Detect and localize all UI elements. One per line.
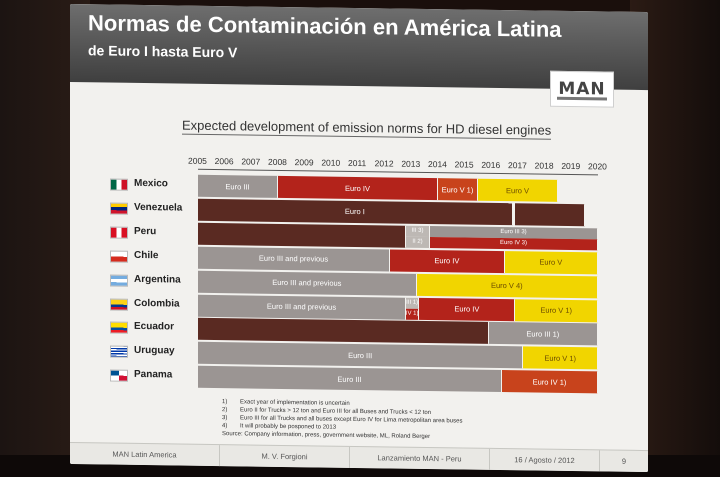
norm-segment: Euro III and previous <box>198 246 390 272</box>
year-tick-label: 2005 <box>188 155 207 166</box>
year-tick-label: 2010 <box>321 157 341 168</box>
country-label: Chile <box>134 249 159 261</box>
chile-flag <box>110 250 128 263</box>
mexico-flag <box>110 178 128 191</box>
norm-segment: III 3) <box>406 225 430 237</box>
timeline-bar-area: Euro III 1) <box>198 318 598 346</box>
country-label: Peru <box>134 225 157 238</box>
norm-segment: Euro IV <box>419 297 516 321</box>
timeline-bar-area: Euro III and previous Euro V 4) <box>198 270 598 298</box>
footer-page: 9 <box>621 456 627 466</box>
norm-segment: Euro IV <box>390 249 505 273</box>
year-tick-label: 2012 <box>374 158 394 169</box>
footer-author: M. V. Forgioni <box>220 444 350 469</box>
footnote-number: 2) <box>222 407 228 414</box>
ecuador-flag <box>110 321 128 335</box>
timeline-bar-area: III 3) II 2) Euro III 3) Euro IV 3) <box>198 222 598 251</box>
slide-subtitle: de Euro I hasta Euro V <box>88 42 238 61</box>
slide-title: Normas de Contaminación en América Latin… <box>88 10 562 42</box>
year-axis: 2005 2006 2007 2008 2009 2010 2011 2012 2013 2014… <box>70 154 648 176</box>
man-logo: MAN <box>550 70 614 108</box>
footer-company: MAN Latin America <box>70 442 220 467</box>
norm-segment: Euro III and previous <box>198 294 406 320</box>
year-tick-label: 2013 <box>401 158 421 169</box>
country-label: Venezuela <box>134 201 183 214</box>
chart-title: Expected development of emission norms f… <box>182 117 552 140</box>
country-label: Panama <box>134 369 173 381</box>
timeline-bar-area: Euro III Euro IV 1) <box>198 365 598 394</box>
year-tick-label: 2019 <box>561 160 581 172</box>
timeline-bar-area: Euro I <box>198 198 598 227</box>
peru-flag <box>110 226 128 239</box>
norm-segment: Euro IV 3) <box>430 236 598 251</box>
norm-segment <box>515 203 585 227</box>
norm-segment: II 2) <box>406 236 430 248</box>
year-tick-label: 2009 <box>294 157 314 168</box>
norm-segment: III 1) <box>406 297 420 309</box>
argentina-flag <box>110 274 128 287</box>
footer-event: Lanzamiento MAN - Peru <box>350 446 490 471</box>
norm-segment: Euro V <box>478 178 558 202</box>
norm-segment: Euro V 4) <box>416 273 598 298</box>
venezuela-flag <box>110 202 128 215</box>
norm-segment: Euro V <box>504 250 598 275</box>
country-label: Argentina <box>134 273 181 286</box>
footnote-number: 3) <box>222 415 228 422</box>
norm-segment <box>198 222 406 248</box>
norm-segment: Euro III <box>198 174 278 198</box>
year-tick-label: 2014 <box>428 158 447 170</box>
year-tick-label: 2007 <box>241 156 261 167</box>
norm-segment: Euro IV <box>278 175 438 201</box>
norm-segment: Euro V 1) <box>523 346 598 370</box>
year-tick-label: 2016 <box>481 159 501 171</box>
man-logo-underline <box>557 96 607 101</box>
norm-segment: Euro III <box>198 365 502 393</box>
uruguay-flag <box>110 345 128 359</box>
year-tick-label: 2017 <box>508 160 527 171</box>
year-tick-label: 2011 <box>348 157 367 169</box>
norm-segment: Euro III 1) <box>488 322 598 346</box>
footer-date: 16 / Agosto / 2012 <box>490 448 600 472</box>
timeline-bar-area: Euro III Euro V 1) <box>198 342 598 370</box>
footnote-number: 1) <box>222 399 228 406</box>
norm-segment: Euro III <box>198 342 524 369</box>
norm-segment: Euro I <box>198 198 513 226</box>
projected-slide: Normas de Contaminación en América Latin… <box>70 4 648 473</box>
country-label: Colombia <box>134 297 180 310</box>
norm-segment: Euro V 1) <box>515 298 598 322</box>
footnote-number: 4) <box>222 423 228 430</box>
norm-segment: Euro IV 1) <box>502 370 598 394</box>
year-tick-label: 2008 <box>268 156 287 168</box>
year-tick-label: 2018 <box>534 160 554 171</box>
norm-segment: Euro V 1) <box>438 178 478 201</box>
timeline-bar-area: Euro III Euro IV Euro V 1) Euro V <box>198 174 598 203</box>
timeline-bar-area: Euro III and previous III 1) IV 1) Euro IV E… <box>198 294 598 322</box>
norm-segment: IV 1) <box>406 308 420 320</box>
country-label: Ecuador <box>134 321 175 333</box>
colombia-flag <box>110 298 128 311</box>
year-tick-label: 2020 <box>588 161 607 172</box>
norm-segment <box>198 318 489 345</box>
norm-segment: Euro III and previous <box>198 270 417 296</box>
country-label: Mexico <box>134 177 168 190</box>
panama-flag <box>110 369 128 382</box>
year-tick-label: 2006 <box>214 156 234 167</box>
timeline-bar-area: Euro III and previous Euro IV Euro V <box>198 246 598 275</box>
year-tick-label: 2015 <box>454 159 474 170</box>
country-label: Uruguay <box>134 345 175 357</box>
footnotes: 1) Exact year of implementation is uncert… <box>222 398 462 441</box>
